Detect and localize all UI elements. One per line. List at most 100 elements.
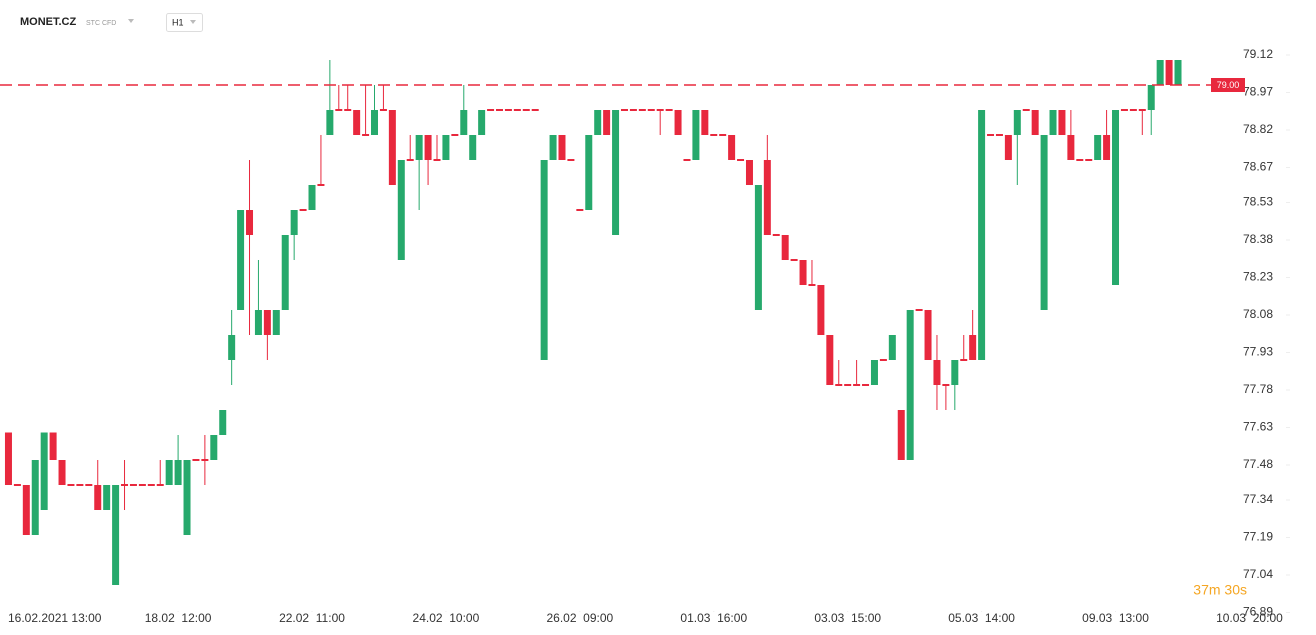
- candle-body: [22, 485, 30, 535]
- candle-body: [549, 135, 557, 160]
- candle-body: [1174, 60, 1182, 85]
- candle-body: [888, 335, 896, 360]
- y-tick-label: 78.67: [1243, 160, 1273, 174]
- candle-body: [424, 135, 432, 160]
- candle-body: [978, 110, 986, 360]
- candle-body: [1013, 110, 1021, 135]
- candle-body: [13, 484, 21, 486]
- y-tick-label: 78.82: [1243, 122, 1273, 136]
- candle-body: [1129, 109, 1137, 111]
- candle-body: [906, 310, 914, 460]
- candle-body: [4, 432, 12, 485]
- candle-body: [853, 384, 861, 386]
- y-tick-label: 78.53: [1243, 195, 1273, 209]
- candle-body: [745, 160, 753, 185]
- x-tick-label: 26.02 09:00: [546, 611, 613, 625]
- timeframe[interactable]: H1: [172, 17, 184, 27]
- symbol[interactable]: MONET.CZ: [20, 16, 77, 28]
- candle-body: [112, 485, 120, 585]
- candle-body: [406, 159, 414, 161]
- candle-body: [451, 134, 459, 136]
- candle-body: [737, 159, 745, 161]
- candle-body: [121, 484, 129, 486]
- candle-body: [567, 159, 575, 161]
- candle-body: [85, 484, 93, 486]
- candle-body: [870, 360, 878, 385]
- candle-body: [862, 384, 870, 386]
- candle-body: [513, 109, 521, 111]
- candle-body: [495, 109, 503, 111]
- candle-body: [371, 110, 379, 135]
- candle-body: [156, 484, 164, 486]
- candle-body: [388, 110, 396, 185]
- candle-body: [558, 135, 566, 160]
- candle-body: [603, 110, 611, 135]
- candle-body: [49, 432, 57, 460]
- candle-body: [76, 484, 84, 486]
- y-tick-label: 77.34: [1243, 492, 1273, 506]
- x-tick-label: 10.03 20:00: [1216, 611, 1283, 625]
- candle-body: [1112, 110, 1120, 285]
- candle-body: [933, 360, 941, 385]
- candle-body: [897, 410, 905, 460]
- candle-body: [540, 160, 548, 360]
- candle-body: [263, 310, 271, 335]
- candle-body: [174, 460, 182, 485]
- candle-body: [817, 285, 825, 335]
- candle-body: [665, 109, 673, 111]
- candle-body: [487, 109, 495, 111]
- y-tick-label: 78.97: [1243, 85, 1273, 99]
- x-tick-label: 16.02.2021 13:00: [8, 611, 102, 625]
- candle-body: [835, 384, 843, 386]
- y-tick-label: 78.23: [1243, 270, 1273, 284]
- y-tick-label: 76.89: [1243, 605, 1273, 619]
- candle-body: [1165, 60, 1173, 85]
- price-label-box: [1211, 78, 1245, 92]
- y-tick-label: 77.48: [1243, 457, 1273, 471]
- timeframe-box[interactable]: [166, 13, 203, 32]
- x-tick-label: 24.02 10:00: [413, 611, 480, 625]
- candle-body: [763, 160, 771, 235]
- y-tick-label: 79.12: [1243, 47, 1273, 61]
- candle-body: [353, 110, 361, 135]
- candle-body: [995, 134, 1003, 136]
- candle-body: [728, 135, 736, 160]
- candle-body: [638, 109, 646, 111]
- x-tick-label: 03.03 15:00: [814, 611, 881, 625]
- dropdown-arrow[interactable]: [128, 19, 134, 23]
- x-tick-label: 09.03 13:00: [1082, 611, 1149, 625]
- candle-body: [987, 134, 995, 136]
- candle-body: [317, 184, 325, 186]
- candle-body: [210, 435, 218, 460]
- candle-body: [629, 109, 637, 111]
- candle-body: [362, 134, 370, 136]
- candle-body: [460, 110, 468, 135]
- candle-body: [808, 284, 816, 286]
- candle-body: [1040, 135, 1048, 310]
- dropdown-arrow[interactable]: [190, 20, 196, 24]
- candle-body: [469, 135, 477, 160]
- candle-body: [1031, 110, 1039, 135]
- candle-body: [1120, 109, 1128, 111]
- candle-body: [781, 235, 789, 260]
- candle-body: [1022, 109, 1030, 111]
- candle-body: [960, 359, 968, 361]
- candle-body: [246, 210, 254, 235]
- candle-body: [772, 234, 780, 236]
- candle-body: [1156, 60, 1164, 85]
- candle-body: [165, 460, 173, 485]
- candle-body: [710, 134, 718, 136]
- candle-body: [1058, 110, 1066, 135]
- x-tick-label: 01.03 16:00: [680, 611, 747, 625]
- countdown: 37m 30s: [1193, 582, 1247, 598]
- candle-body: [942, 384, 950, 386]
- candle-body: [1138, 109, 1146, 111]
- candle-body: [228, 335, 236, 360]
- candle-body: [585, 135, 593, 210]
- x-tick-label: 22.02 11:00: [279, 611, 345, 625]
- candle-body: [192, 459, 200, 461]
- candle-body: [1067, 135, 1075, 160]
- candle-body: [219, 410, 227, 435]
- candle-body: [103, 485, 111, 510]
